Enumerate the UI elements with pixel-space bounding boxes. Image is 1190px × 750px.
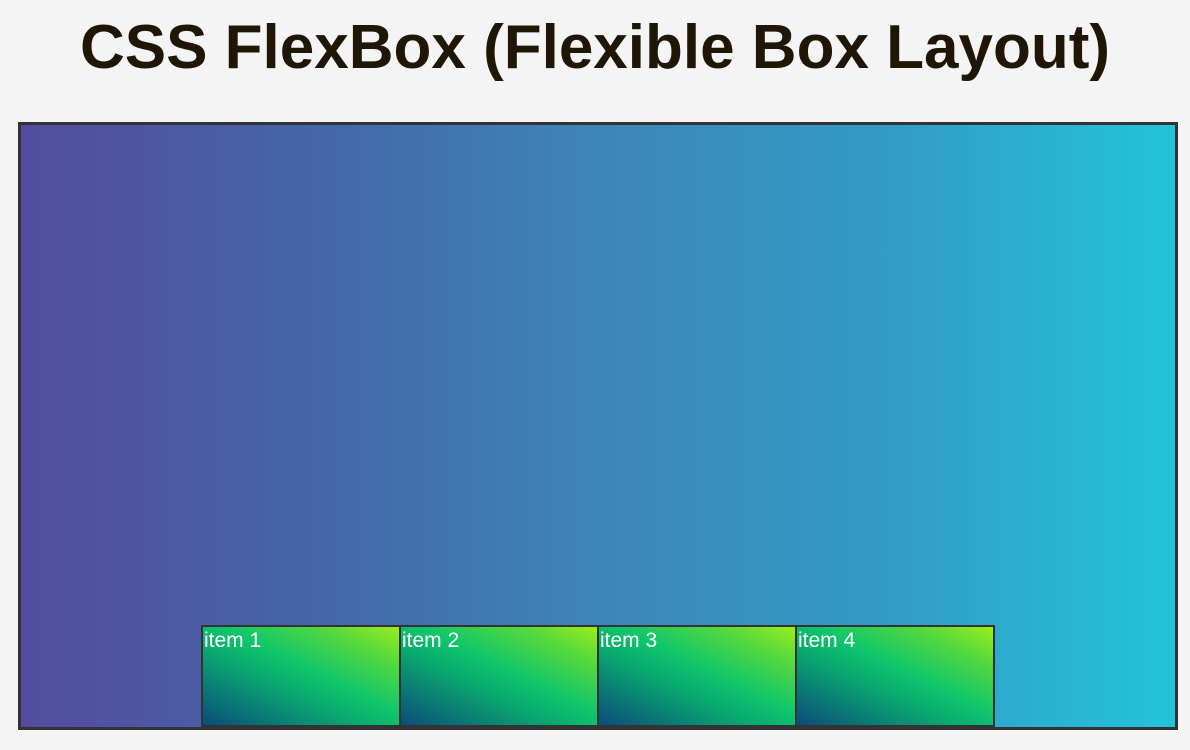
- flex-item-label: item 1: [204, 629, 262, 652]
- flex-item-label: item 2: [402, 629, 460, 652]
- flex-item-label: item 3: [600, 629, 658, 652]
- flex-item-2: item 2: [399, 625, 599, 727]
- flex-container: item 1 item 2 item 3 item 4: [18, 122, 1178, 730]
- flex-item-label: item 4: [798, 629, 856, 652]
- flex-item-1: item 1: [201, 625, 401, 727]
- flex-item-4: item 4: [795, 625, 995, 727]
- flex-item-3: item 3: [597, 625, 797, 727]
- page-title: CSS FlexBox (Flexible Box Layout): [79, 13, 1111, 82]
